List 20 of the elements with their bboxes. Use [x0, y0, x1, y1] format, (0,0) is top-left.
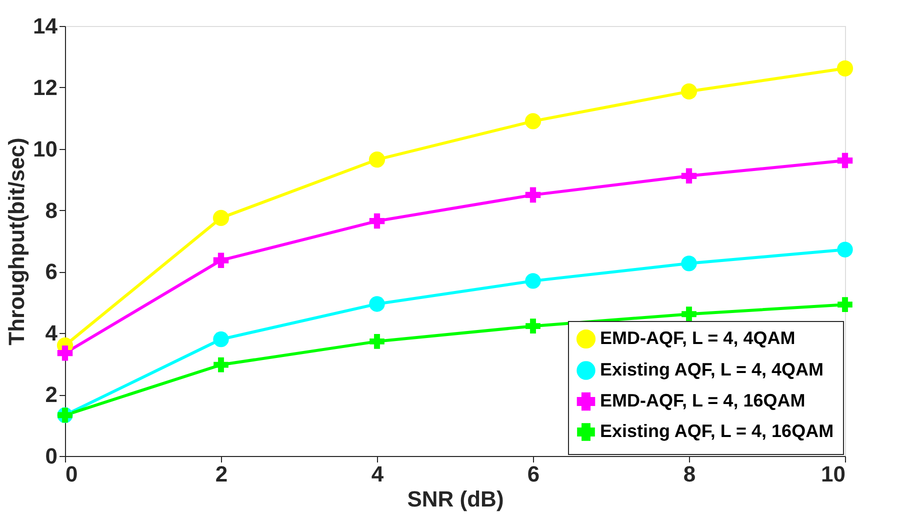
legend-label: Existing AQF, L = 4, 16QAM [600, 421, 834, 441]
y-tick-label: 6 [45, 259, 58, 284]
y-tick-label: 12 [33, 74, 58, 100]
y-tick-label: 8 [45, 198, 58, 223]
x-axis-title: SNR (dB) [407, 486, 504, 512]
x-tick-label: 10 [821, 462, 846, 486]
x-tick-label: 8 [683, 462, 696, 486]
y-tick-label: 10 [33, 136, 58, 162]
x-tick-label: 4 [371, 462, 384, 486]
x-tick-label: 2 [215, 462, 228, 486]
x-tick-label: 0 [66, 462, 78, 486]
x-tick-label: 6 [527, 462, 540, 486]
legend-label: Existing AQF, L = 4, 4QAM [600, 360, 824, 380]
y-tick-label: 4 [45, 320, 58, 346]
y-tick-label: 14 [33, 14, 58, 38]
y-tick-label: 2 [45, 382, 58, 408]
legend-label: EMD-AQF, L = 4, 16QAM [600, 390, 806, 410]
y-axis-title: Throughput(bit/sec) [4, 138, 30, 346]
y-tick-label: 0 [45, 444, 58, 468]
legend-label: EMD-AQF, L = 4, 4QAM [600, 328, 796, 348]
